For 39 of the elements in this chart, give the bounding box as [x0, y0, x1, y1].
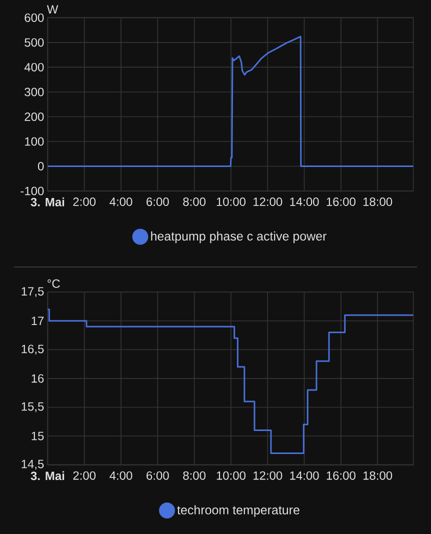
x-tick-label: 12:00 — [254, 471, 282, 480]
legend-label: techroom temperature — [177, 505, 300, 517]
y-tick-label: 17 — [32, 316, 44, 326]
x-tick-label: 4:00 — [110, 471, 132, 480]
x-tick-label: 14:00 — [290, 471, 319, 480]
y-tick-label: 15 — [32, 432, 44, 440]
y-tick-label: 400 — [24, 62, 44, 72]
x-tick-label: 6:00 — [146, 198, 169, 206]
x-tick-label: 18:00 — [363, 471, 392, 480]
x-tick-label: 3. Mai — [30, 198, 64, 206]
y-tick-label: 16,5 — [22, 344, 44, 355]
x-tick-label: 16:00 — [326, 198, 356, 206]
x-tick-label: 10:00 — [216, 198, 246, 206]
y-tick-label: 15,5 — [22, 402, 44, 412]
y-tick-label: 17,5 — [22, 287, 44, 297]
legend-label: heatpump phase c active power — [151, 231, 327, 244]
x-tick-label: 4:00 — [110, 198, 132, 206]
x-tick-label: 2:00 — [73, 471, 96, 480]
y-tick-label: 16 — [32, 374, 44, 383]
y-tick-label: 0 — [38, 162, 44, 170]
x-tick-label: 8:00 — [183, 198, 206, 206]
x-tick-label: 14:00 — [290, 198, 319, 206]
y-axis-title: °C — [48, 279, 60, 288]
y-tick-label: 100 — [25, 137, 44, 146]
x-tick-label: 8:00 — [183, 471, 206, 480]
x-tick-label: 10:00 — [216, 471, 246, 480]
x-tick-label: 3. Mai — [30, 471, 64, 480]
y-tick-label: 14,5 — [22, 460, 44, 470]
x-tick-label: 12:00 — [254, 198, 282, 206]
y-tick-label: 600 — [24, 13, 44, 22]
y-axis-title: W — [46, 5, 58, 14]
x-tick-label: 6:00 — [146, 471, 169, 480]
y-tick-label: -100 — [20, 186, 44, 196]
y-tick-label: 200 — [24, 112, 44, 121]
y-tick-label: 300 — [24, 88, 44, 96]
x-tick-label: 16:00 — [326, 471, 356, 480]
y-tick-label: 500 — [24, 38, 44, 47]
x-tick-label: 18:00 — [363, 198, 392, 206]
x-tick-label: 2:00 — [73, 198, 96, 206]
